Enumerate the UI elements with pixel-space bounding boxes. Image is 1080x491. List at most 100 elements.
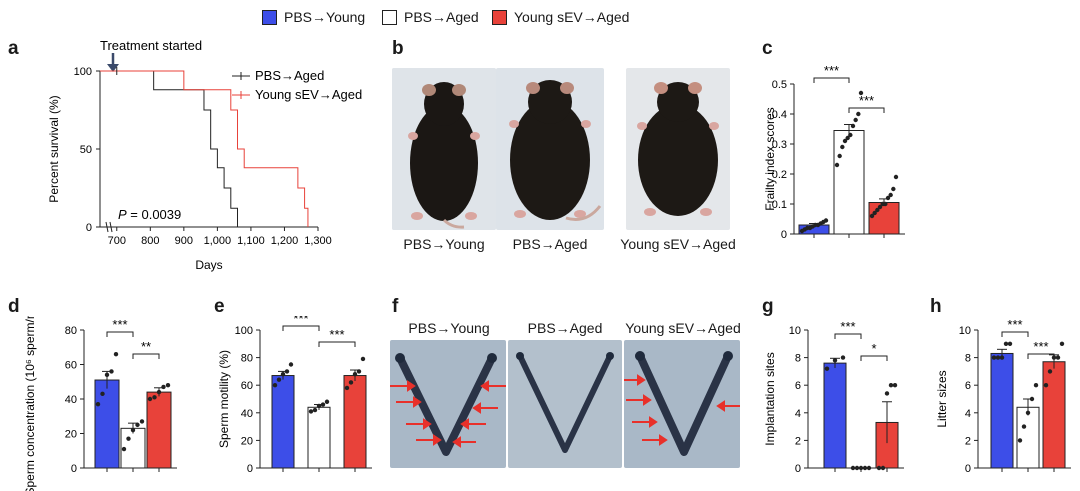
- data-point: [95, 401, 101, 407]
- bar: [868, 202, 900, 235]
- bar: [307, 406, 331, 469]
- data-point: [139, 419, 145, 424]
- data-point: [823, 218, 829, 223]
- data-point: [1021, 424, 1027, 429]
- legend-item-pbs-aged: PBS→Aged: [382, 6, 479, 28]
- significance-bracket: [813, 77, 850, 83]
- data-point: [999, 355, 1005, 360]
- data-point: [312, 407, 318, 413]
- y-tick-label: 2: [795, 435, 801, 447]
- caption-uterus-aged: PBS→Aged: [527, 320, 603, 336]
- y-tick-label: 20: [65, 429, 77, 441]
- data-point: [356, 369, 362, 374]
- data-point: [135, 422, 140, 428]
- legend-item-pbs-young: PBS→Young: [262, 6, 365, 28]
- x-tick-label: 800: [141, 235, 159, 247]
- y-tick-label: 0.3: [772, 139, 787, 151]
- data-point: [866, 465, 872, 471]
- legend-swatch-blue: [262, 9, 277, 25]
- photo-mouse-aged: [496, 68, 604, 230]
- significance-label: ***: [329, 327, 344, 342]
- caption-mouse-sev-aged: Young sEV→Aged: [620, 236, 736, 252]
- legend-label: PBS→Young: [284, 9, 366, 25]
- data-point: [880, 465, 886, 471]
- significance-label: *: [871, 341, 876, 356]
- bar: [146, 391, 172, 469]
- x-tick-label: 700: [108, 235, 126, 247]
- uterus-sev-illustration: [624, 340, 740, 468]
- data-point: [1003, 341, 1009, 346]
- y-axis-label: Percent survival (%): [47, 95, 61, 202]
- data-point: [100, 391, 105, 397]
- data-point: [113, 351, 119, 357]
- x-tick-label: 1,300: [304, 235, 332, 247]
- y-tick-label: 80: [65, 325, 77, 337]
- panel-label-a: a: [8, 38, 19, 59]
- significance-bracket: [860, 355, 888, 361]
- data-point: [152, 395, 157, 400]
- data-point: [324, 399, 330, 404]
- survival-legend: PBS→Aged Young sEV→Aged: [232, 68, 362, 102]
- y-axis-label: Implantation sites: [763, 352, 777, 445]
- y-tick-label: 80: [241, 353, 253, 365]
- data-point: [1029, 396, 1035, 402]
- significance-bracket: [848, 107, 885, 113]
- significance-bracket: [318, 341, 356, 347]
- y-axis-label: Litter sizes: [935, 370, 949, 427]
- y-tick-label: 100: [74, 66, 92, 78]
- data-point: [130, 427, 136, 433]
- axis-break: [105, 221, 109, 233]
- data-point: [884, 391, 890, 396]
- data-point: [1033, 383, 1039, 388]
- data-point: [1017, 438, 1023, 443]
- data-point: [360, 356, 366, 362]
- frailty-chart: 0 0.1 0.2 0.3 0.4 0.5 Frailty index scores *** *…: [763, 66, 905, 241]
- x-tick-label: 1,100: [237, 235, 265, 247]
- bar: [94, 379, 120, 469]
- y-tick-label: 20: [241, 435, 253, 447]
- y-tick-label: 60: [65, 360, 77, 372]
- y-tick-label: 0: [86, 222, 92, 234]
- legend-item-sev-aged: Young sEV→Aged: [492, 6, 629, 28]
- panel-label-d: d: [8, 296, 20, 317]
- data-point: [877, 204, 883, 210]
- legend-series-sev-aged: Young sEV→Aged: [255, 87, 362, 102]
- y-axis-label: Frailty index scores: [763, 107, 777, 210]
- data-point: [858, 90, 864, 96]
- x-tick-label: 1,200: [271, 235, 299, 247]
- panel-label-e: e: [214, 296, 225, 317]
- axis-break: [109, 221, 113, 233]
- photo-uterus-sev: [624, 340, 740, 468]
- y-tick-label: 40: [65, 394, 77, 406]
- panel-label-g: g: [762, 296, 774, 317]
- data-point: [858, 465, 864, 471]
- data-point: [147, 396, 153, 402]
- bar: [1016, 406, 1040, 469]
- data-point: [991, 355, 997, 360]
- legend-swatch-white: [382, 9, 397, 25]
- significance-label: ***: [824, 66, 839, 78]
- mouse-aged-illustration: [496, 68, 604, 230]
- data-point: [344, 385, 350, 391]
- data-point: [1055, 355, 1061, 360]
- data-point: [853, 117, 858, 123]
- panel-label-c: c: [762, 38, 773, 59]
- y-axis-label: Sperm concentration (10⁶ sperm/ml): [23, 316, 37, 491]
- implantation-arrows: [624, 374, 740, 446]
- data-point: [856, 111, 861, 117]
- panel-label-b: b: [392, 38, 404, 59]
- y-tick-label: 8: [795, 353, 801, 365]
- y-tick-label: 0: [247, 463, 253, 475]
- data-point: [876, 465, 882, 471]
- data-point: [832, 358, 838, 363]
- data-point: [834, 162, 840, 168]
- y-tick-label: 0.5: [772, 79, 787, 91]
- y-tick-label: 4: [965, 408, 971, 420]
- data-point: [883, 201, 888, 207]
- data-point: [1025, 410, 1031, 415]
- data-point: [126, 436, 131, 441]
- data-point: [848, 132, 853, 138]
- bar: [833, 130, 865, 235]
- y-tick-label: 8: [965, 353, 971, 365]
- significance-label: ***: [1033, 339, 1048, 354]
